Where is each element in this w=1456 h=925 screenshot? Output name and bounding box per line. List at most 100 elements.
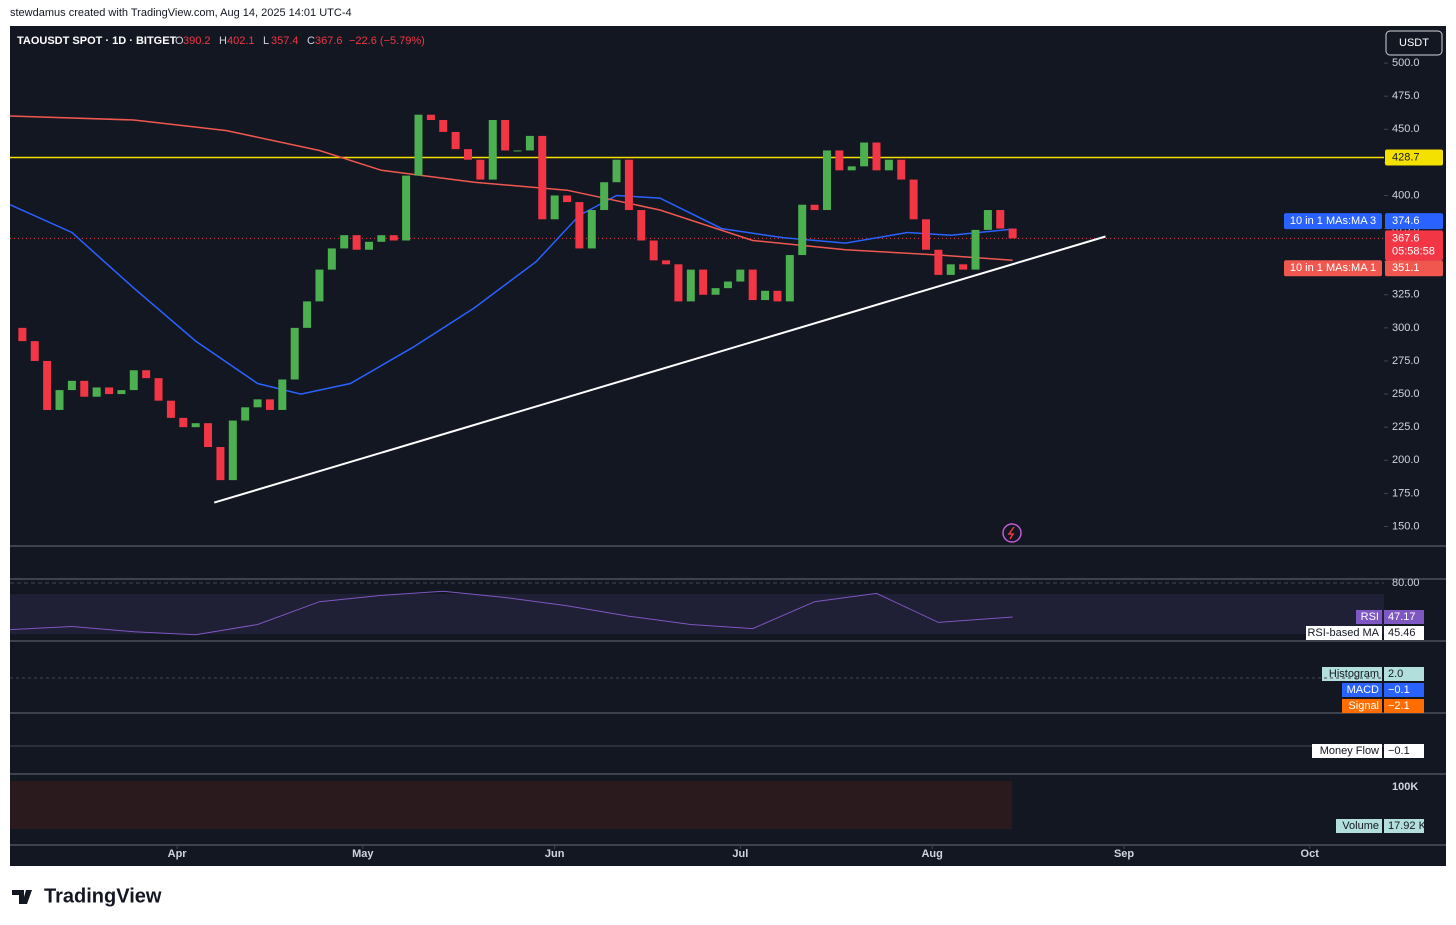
histogram-value-box <box>1384 667 1424 681</box>
histogram-name: Histogram <box>1329 668 1379 680</box>
candle <box>204 423 213 448</box>
macd-name-box <box>1342 683 1382 697</box>
signal-name: Signal <box>1348 700 1379 712</box>
candle <box>563 195 572 203</box>
candle <box>946 264 955 275</box>
signal-value-box <box>1384 699 1424 713</box>
rsi-value: 47.17 <box>1388 611 1416 623</box>
candle <box>191 423 200 428</box>
candle <box>736 269 745 282</box>
candle <box>662 260 671 265</box>
candle <box>154 378 163 401</box>
candle <box>971 229 980 270</box>
rsi-ma-name: RSI-based MA <box>1307 627 1379 639</box>
x-tick-label: May <box>352 848 374 860</box>
ohlc-key: L <box>263 35 269 47</box>
last-price: 367.6 <box>1392 232 1420 244</box>
volume-name-box <box>1336 819 1382 833</box>
ma-badge: 351.1 <box>1392 262 1420 274</box>
volume-top: 100K <box>1392 781 1418 793</box>
candle <box>253 399 262 408</box>
candle <box>983 210 992 230</box>
ma-name-box <box>1284 260 1382 277</box>
candle <box>897 159 906 180</box>
candle <box>92 387 101 397</box>
last-price-box <box>1385 230 1443 261</box>
trendline <box>213 235 1106 504</box>
currency[interactable]: USDT <box>1399 37 1429 49</box>
histogram-value: 2.0 <box>1388 668 1403 680</box>
ohlc-value: 367.6 <box>315 35 343 47</box>
candle <box>723 281 732 289</box>
alert-icon-bolt <box>1007 526 1015 540</box>
candle <box>711 288 720 295</box>
candle <box>327 248 336 270</box>
x-tick-label: Apr <box>168 848 188 860</box>
candle <box>884 159 893 171</box>
ma-name-box <box>1284 213 1382 230</box>
symbol: TAOUSDT SPOT · 1D · BITGET <box>17 35 177 47</box>
logo: TradingView <box>44 885 162 907</box>
alert-icon[interactable] <box>1002 523 1022 543</box>
candle <box>810 204 819 211</box>
candle <box>847 166 856 171</box>
candle <box>216 447 225 481</box>
candle <box>835 150 844 171</box>
logo-mark <box>12 890 32 904</box>
ma-name: 10 in 1 MAs:MA 1 <box>1290 262 1376 274</box>
candle <box>761 290 770 301</box>
candle <box>996 210 1005 229</box>
candle <box>117 390 126 395</box>
candle <box>142 370 151 379</box>
candle <box>959 264 968 270</box>
candle <box>934 249 943 275</box>
x-tick-label: Oct <box>1301 848 1320 860</box>
candle <box>488 120 497 180</box>
rsi-ma-name-box <box>1306 626 1382 640</box>
rsi-band <box>10 594 1384 634</box>
candle <box>649 240 658 261</box>
ma-name: 10 in 1 MAs:MA 3 <box>1290 215 1376 227</box>
ohlc-value: 390.2 <box>183 35 211 47</box>
ma-badge: 374.6 <box>1392 215 1420 227</box>
candle <box>426 114 435 121</box>
x-tick-label: Jun <box>545 848 565 860</box>
y-tick-label: 400.0 <box>1392 189 1420 201</box>
rsi-name: RSI <box>1361 611 1379 623</box>
candle <box>303 301 312 328</box>
candle <box>414 114 423 176</box>
candle <box>785 255 794 302</box>
candle <box>105 387 114 395</box>
candle <box>600 182 609 211</box>
candle <box>340 235 349 249</box>
y-tick-label: 300.0 <box>1392 322 1420 334</box>
candle <box>674 264 683 302</box>
candle <box>525 135 534 151</box>
candle <box>909 179 918 220</box>
change: −22.6 (−5.79%) <box>349 35 425 47</box>
candle <box>773 290 782 302</box>
candle <box>228 420 237 481</box>
y-tick-label: 275.0 <box>1392 355 1420 367</box>
candle <box>265 399 274 410</box>
candle <box>389 235 398 241</box>
currency-box[interactable] <box>1385 30 1443 56</box>
y-tick-label: 450.0 <box>1392 123 1420 135</box>
candle <box>699 269 708 295</box>
level-badge: 428.7 <box>1392 151 1420 163</box>
money-flow-name-box <box>1312 744 1382 758</box>
candle <box>624 159 633 211</box>
chart-frame <box>10 26 1446 866</box>
candle <box>501 120 510 151</box>
candle <box>179 417 188 428</box>
candle <box>30 341 39 361</box>
money-flow-value: −0.1 <box>1388 745 1410 757</box>
macd-value: −0.1 <box>1388 684 1410 696</box>
ma-line <box>9 115 1013 261</box>
ma-line <box>9 194 1013 395</box>
ohlc-key: H <box>219 35 227 47</box>
candle <box>612 159 621 183</box>
rsi-ma-value: 45.46 <box>1388 627 1416 639</box>
candle <box>166 400 175 418</box>
